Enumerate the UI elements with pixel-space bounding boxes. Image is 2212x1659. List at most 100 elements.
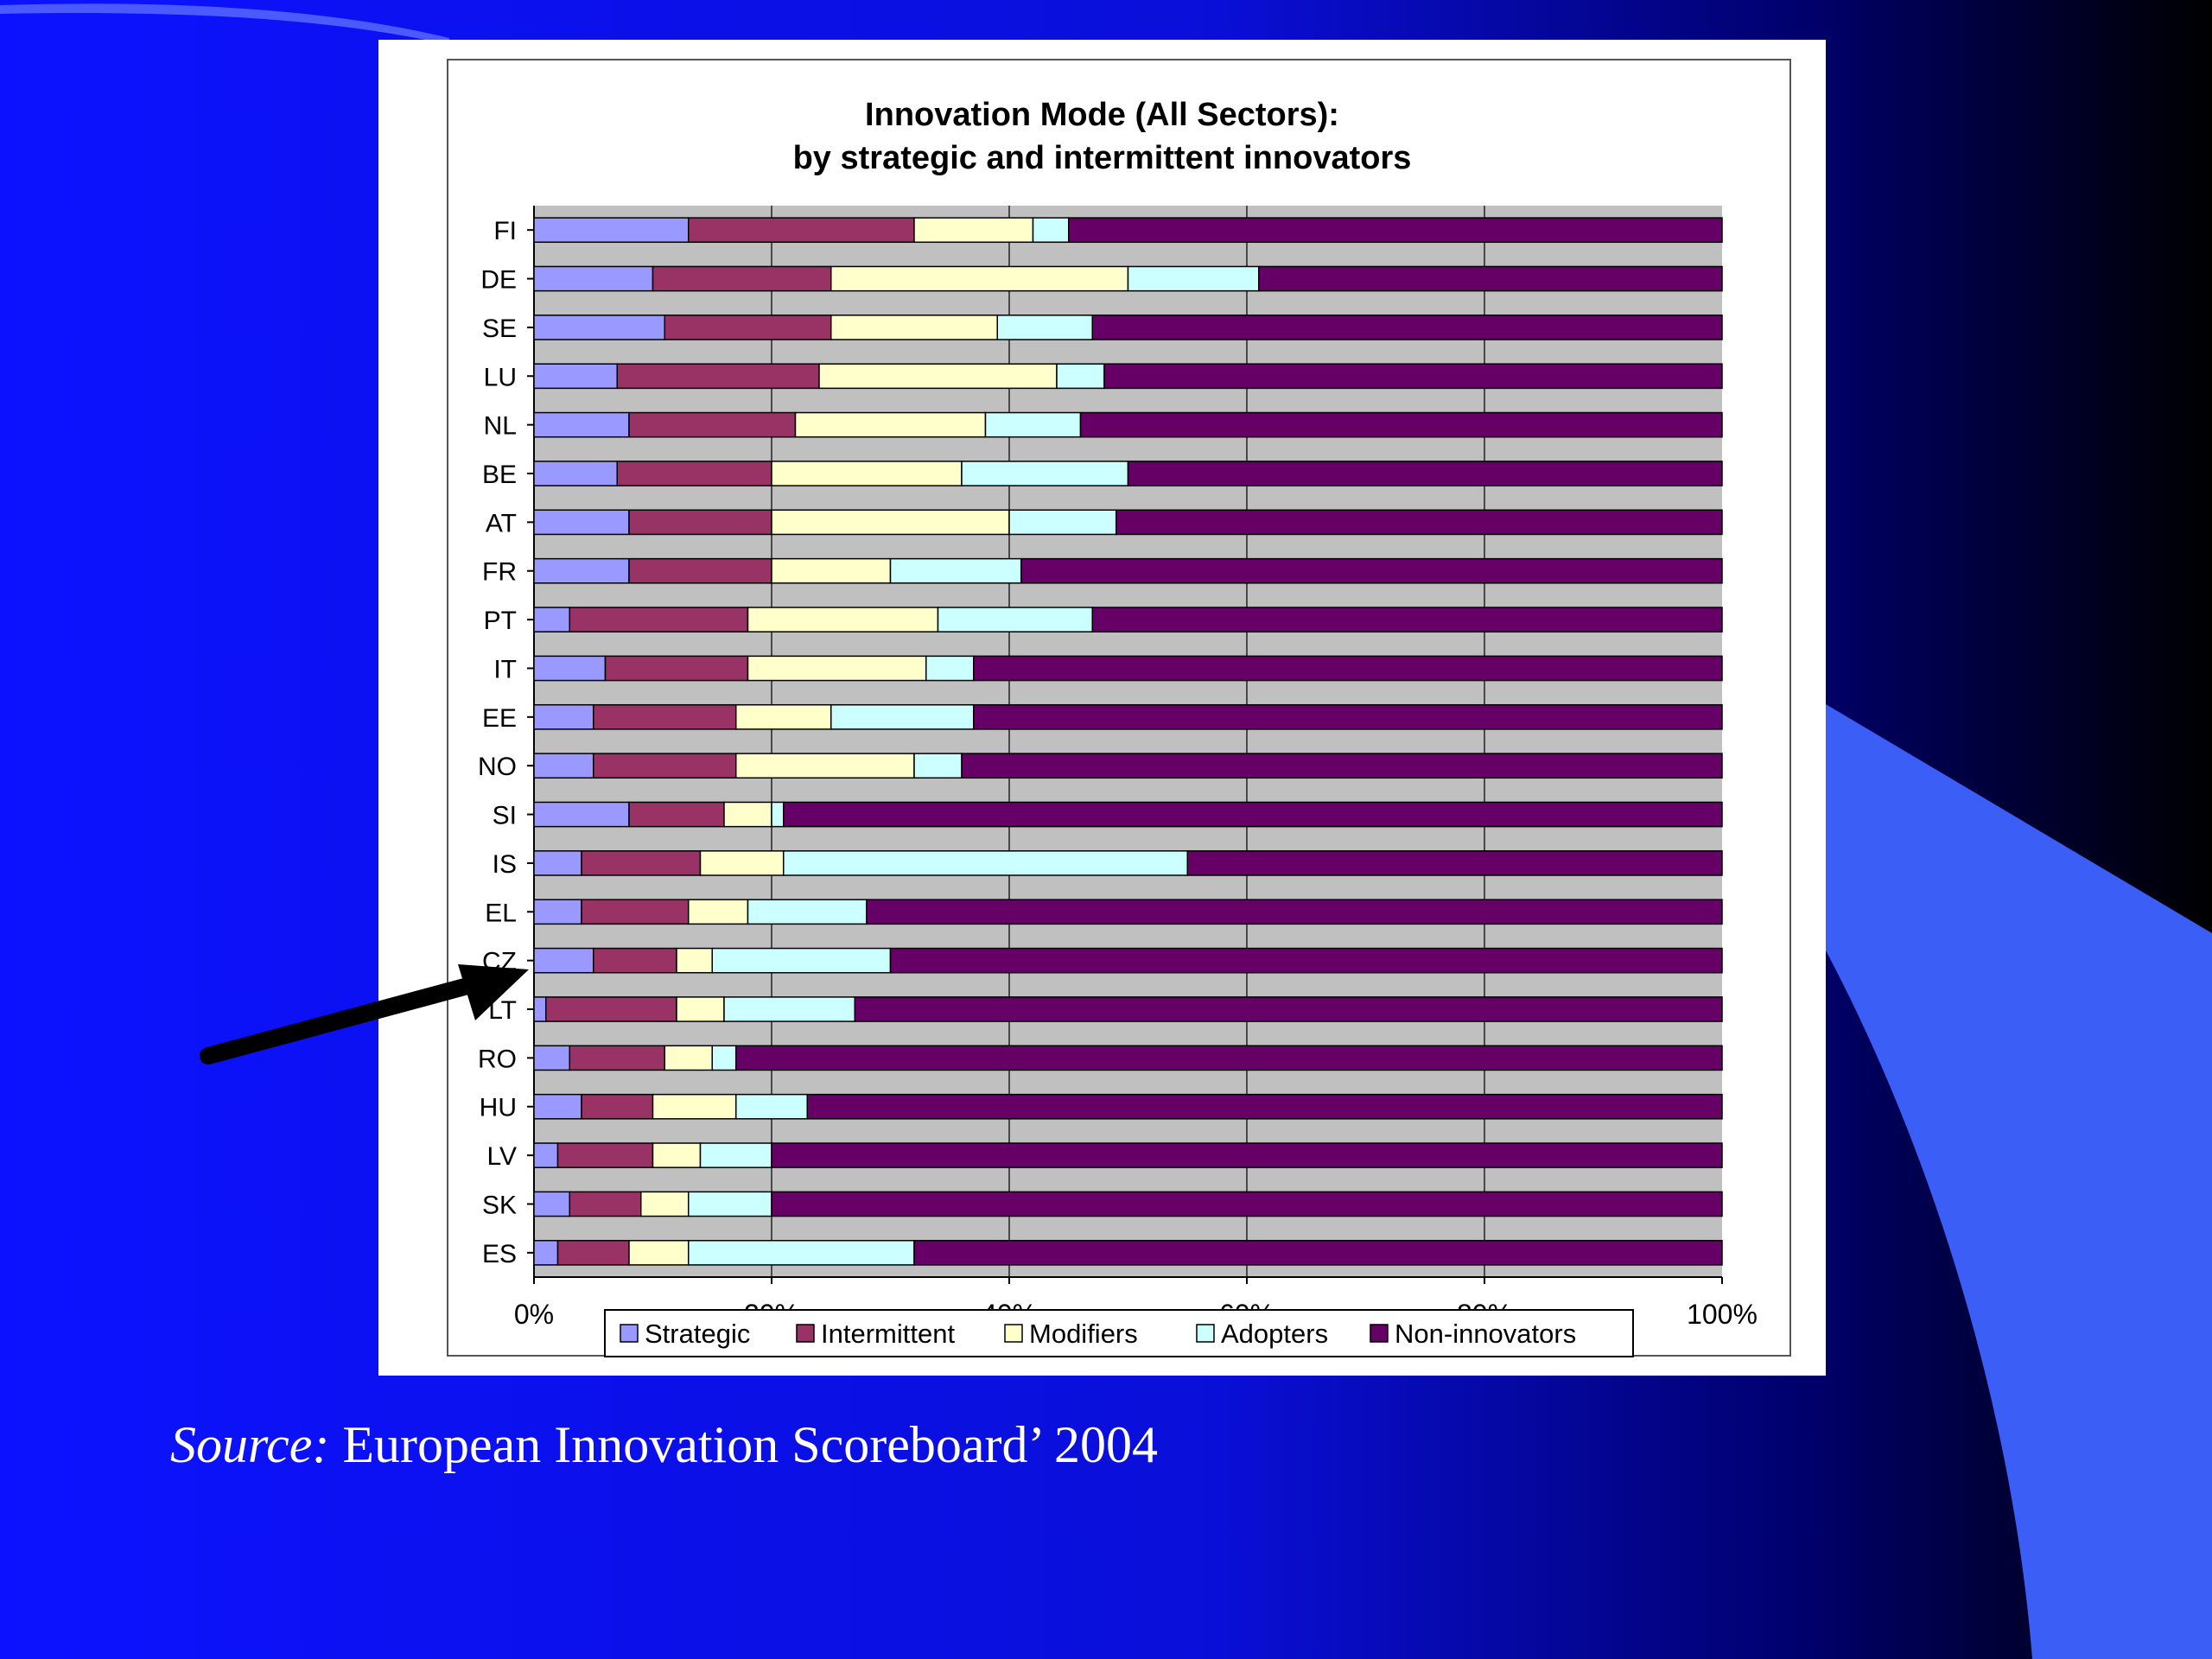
y-tick-label-ro: RO	[478, 1045, 517, 1073]
bar-adopters-hu	[735, 1093, 808, 1120]
bar-modifiers-ee	[735, 703, 832, 730]
y-tick-label-nl: NL	[484, 412, 517, 441]
bar-non-innovators-es	[913, 1239, 1723, 1266]
bar-non-innovators-at	[1116, 509, 1723, 536]
bar-non-innovators-lt	[854, 996, 1723, 1022]
bar-intermittent-fi	[688, 217, 915, 244]
legend-swatch-intermittent	[796, 1324, 815, 1343]
bar-intermittent-se	[664, 315, 832, 340]
bar-non-innovators-hu	[806, 1093, 1723, 1120]
chart-panel: Innovation Mode (All Sectors): by strate…	[378, 40, 1826, 1376]
bar-modifiers-be	[771, 461, 963, 486]
bar-modifiers-lu	[818, 363, 1058, 390]
y-tick-label-lu: LU	[484, 363, 517, 391]
y-tick-label-si: SI	[493, 802, 517, 830]
bar-intermittent-lv	[556, 1142, 654, 1168]
bar-non-innovators-el	[866, 899, 1723, 925]
legend-label-non-innovators: Non-innovators	[1395, 1319, 1576, 1349]
bar-strategic-lu	[533, 363, 618, 390]
source-label: Source:	[170, 1416, 330, 1473]
bar-strategic-nl	[533, 411, 630, 438]
legend-swatch-non-innovators	[1370, 1324, 1389, 1343]
bar-strategic-ee	[533, 703, 594, 730]
bar-modifiers-de	[830, 265, 1129, 292]
bar-strategic-pt	[533, 607, 570, 632]
bar-adopters-lu	[1056, 363, 1105, 390]
y-tick-label-no: NO	[478, 753, 517, 781]
y-tick-label-fi: FI	[493, 217, 517, 245]
bar-adopters-ee	[830, 703, 975, 730]
bar-modifiers-nl	[794, 411, 987, 438]
bar-non-innovators-pt	[1091, 607, 1723, 632]
y-tick-label-sk: SK	[482, 1191, 517, 1219]
bar-intermittent-es	[556, 1239, 630, 1266]
bar-non-innovators-si	[783, 801, 1723, 828]
bar-adopters-fr	[889, 557, 1022, 584]
bar-adopters-fi	[1032, 217, 1070, 244]
bar-intermittent-de	[652, 265, 832, 292]
bar-non-innovators-cz	[889, 947, 1723, 974]
y-tick-label-de: DE	[480, 266, 517, 295]
bar-intermittent-fr	[628, 557, 772, 584]
bar-strategic-cz	[533, 947, 594, 974]
bar-adopters-es	[688, 1239, 915, 1266]
bar-modifiers-si	[723, 801, 772, 828]
y-tick-label-at: AT	[486, 509, 517, 537]
bar-strategic-lt	[533, 996, 547, 1022]
source-citation: Source: European Innovation Scoreboard’ …	[170, 1415, 1158, 1475]
bar-intermittent-ee	[593, 703, 737, 730]
bar-intermittent-cz	[593, 947, 677, 974]
top-swoosh	[0, 3, 449, 46]
bar-strategic-hu	[533, 1093, 582, 1120]
bar-modifiers-at	[771, 509, 1010, 536]
bar-strategic-ro	[533, 1045, 570, 1071]
bar-non-innovators-fr	[1020, 557, 1723, 584]
accent-curve-shape	[1826, 704, 2212, 1659]
bar-modifiers-no	[735, 753, 915, 779]
bar-adopters-it	[925, 655, 975, 682]
bar-modifiers-it	[747, 655, 927, 682]
bar-intermittent-at	[628, 509, 772, 536]
bar-adopters-el	[747, 899, 868, 925]
y-tick-label-fr: FR	[482, 558, 517, 587]
legend-box	[604, 1309, 1634, 1357]
bar-adopters-lv	[699, 1142, 772, 1168]
bar-modifiers-hu	[652, 1093, 737, 1120]
bar-intermittent-si	[628, 801, 725, 828]
y-tick-label-se: SE	[482, 315, 517, 343]
bar-intermittent-ro	[569, 1045, 665, 1071]
legend-label-intermittent: Intermittent	[821, 1319, 955, 1349]
bar-non-innovators-de	[1258, 265, 1723, 292]
bar-non-innovators-se	[1091, 315, 1723, 340]
bar-strategic-at	[533, 509, 630, 536]
legend-label-adopters: Adopters	[1221, 1319, 1328, 1349]
bar-strategic-si	[533, 801, 630, 828]
bar-non-innovators-sk	[771, 1191, 1723, 1217]
bar-adopters-se	[996, 315, 1093, 340]
bar-modifiers-fr	[771, 557, 892, 584]
y-tick-label-ee: EE	[482, 704, 517, 733]
source-text: European Innovation Scoreboard’ 2004	[342, 1416, 1158, 1473]
bar-strategic-it	[533, 655, 607, 682]
bar-strategic-sk	[533, 1191, 570, 1217]
legend-swatch-modifiers	[1004, 1324, 1023, 1343]
y-tick-label-es: ES	[482, 1240, 517, 1268]
y-tick-label-it: IT	[493, 655, 517, 683]
bar-non-innovators-is	[1186, 850, 1723, 876]
chart-title-line2: by strategic and intermittent innovators	[792, 140, 1412, 176]
y-tick-label-hu: HU	[480, 1094, 517, 1122]
y-tick-label-el: EL	[485, 899, 517, 927]
bar-adopters-at	[1008, 509, 1117, 536]
y-tick-label-is: IS	[493, 850, 517, 879]
bar-adopters-sk	[688, 1191, 772, 1217]
bar-modifiers-el	[688, 899, 749, 925]
bar-non-innovators-be	[1127, 461, 1723, 486]
bar-strategic-no	[533, 753, 594, 779]
chart-title: Innovation Mode (All Sectors): by strate…	[378, 93, 1826, 180]
bar-intermittent-it	[604, 655, 749, 682]
bar-adopters-si	[771, 801, 785, 828]
bar-non-innovators-ro	[735, 1045, 1723, 1071]
legend-swatch-strategic	[620, 1324, 639, 1343]
bar-non-innovators-fi	[1068, 217, 1723, 244]
